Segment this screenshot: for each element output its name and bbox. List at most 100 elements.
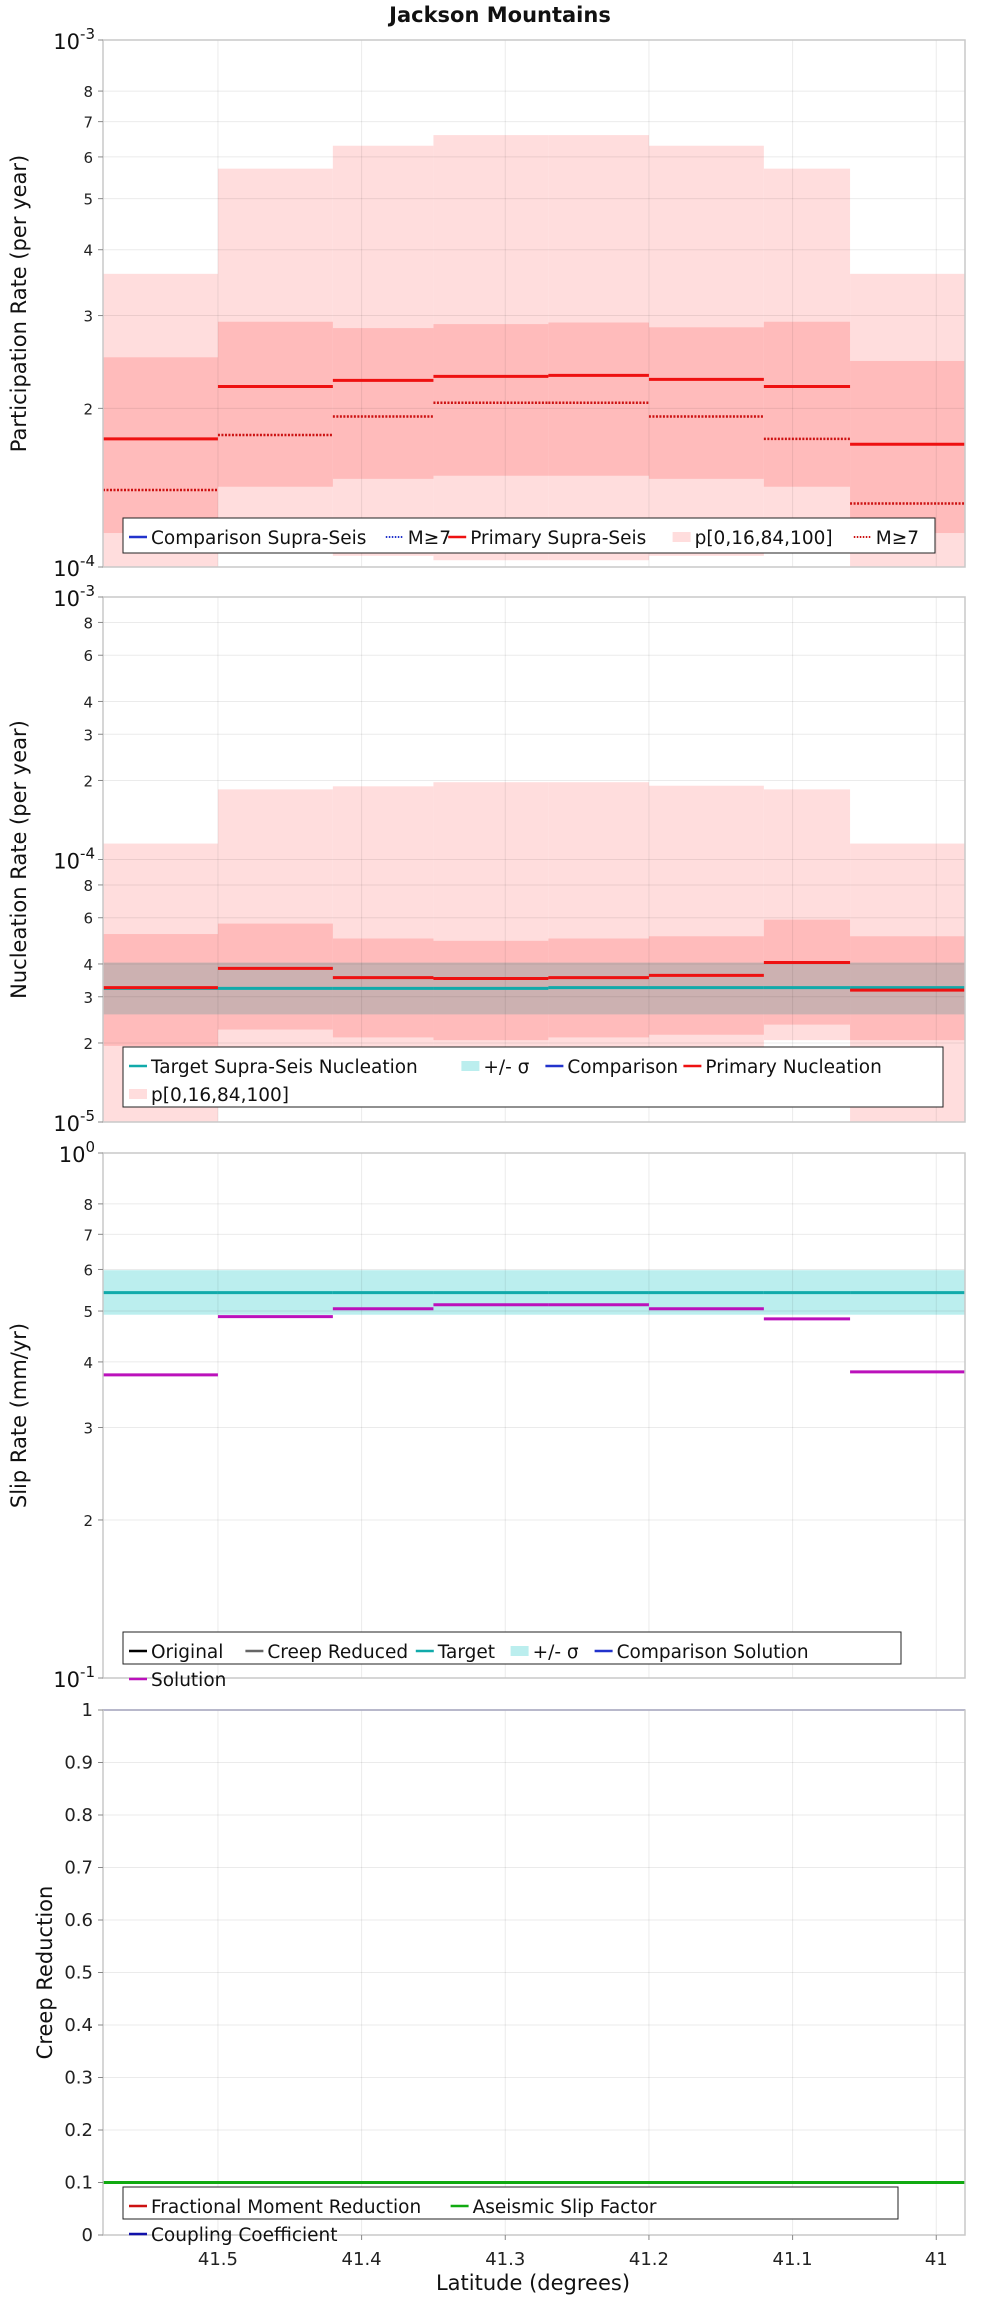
legend-item: M≥7 bbox=[853, 528, 919, 549]
band-inner-bar bbox=[648, 327, 764, 479]
series-m-7 bbox=[103, 401, 965, 505]
y-tick-label: 2 bbox=[83, 1035, 93, 1053]
band-inner-bar bbox=[217, 321, 333, 487]
y-tick-label: 100 bbox=[59, 1138, 95, 1167]
y-tick-label: 8 bbox=[83, 877, 93, 895]
y-axis-label: Participation Rate (per year) bbox=[7, 155, 31, 452]
band-inner-bar bbox=[332, 328, 434, 479]
y-tick-label: 7 bbox=[83, 1226, 93, 1244]
y-tick-label: 0.7 bbox=[64, 1858, 93, 1879]
legend-item: Solution bbox=[129, 1670, 226, 1691]
y-tick-label: 1 bbox=[82, 1700, 93, 1721]
y-tick-label: 10-5 bbox=[53, 1107, 95, 1136]
legend-label: Original bbox=[151, 1642, 223, 1663]
legend-item: Target bbox=[415, 1642, 495, 1663]
y-tick-label: 8 bbox=[83, 83, 93, 101]
y-tick-label: 4 bbox=[83, 956, 93, 974]
series-primary-nucleation bbox=[103, 961, 965, 992]
y-tick-label: 10-1 bbox=[53, 1663, 95, 1692]
legend-item: Comparison bbox=[545, 1057, 678, 1078]
x-tick-label: 41.5 bbox=[198, 2249, 238, 2270]
band-inner-bar bbox=[103, 357, 218, 534]
y-tick-label: 6 bbox=[83, 1261, 93, 1279]
y-tick-label: 0.9 bbox=[64, 1753, 93, 1774]
y-tick-label: 4 bbox=[83, 242, 93, 260]
legend-box bbox=[122, 517, 936, 554]
y-tick-label: 10-4 bbox=[53, 552, 95, 581]
y-axis-label: Slip Rate (mm/yr) bbox=[7, 1323, 31, 1508]
legend-label: Comparison Supra-Seis bbox=[151, 528, 366, 549]
legend-swatch bbox=[672, 532, 691, 542]
series-solution bbox=[103, 1303, 965, 1377]
y-tick-label: 4 bbox=[83, 1354, 93, 1372]
y-tick-label: 0.8 bbox=[64, 1805, 93, 1826]
band-inner-bar bbox=[850, 360, 965, 534]
y-tick-label: 10-3 bbox=[53, 25, 95, 54]
legend-box bbox=[122, 1046, 944, 1108]
legend-label: M≥7 bbox=[408, 528, 451, 549]
y-tick-label: 0.2 bbox=[64, 2120, 93, 2141]
legend-item: +/- σ bbox=[510, 1642, 579, 1663]
legend-item: Original bbox=[129, 1642, 223, 1663]
legend-item: Creep Reduced bbox=[245, 1642, 408, 1663]
legend-label: Coupling Coefficient bbox=[151, 2225, 338, 2246]
y-tick-label: 0.5 bbox=[64, 1963, 93, 1984]
legend: Comparison Supra-Seis M≥7 Primary Supra-Se… bbox=[122, 517, 936, 554]
legend-label: Target Supra-Seis Nucleation bbox=[150, 1057, 418, 1078]
panel-slip: 100 8 7 6 5 4 3 2 10-1 Slip Rate (mm/yr) Original C… bbox=[7, 1138, 966, 1692]
legend-item: Fractional Moment Reduction bbox=[129, 2197, 421, 2218]
y-tick-label: 0.6 bbox=[64, 1910, 93, 1931]
band-inner-bar bbox=[548, 322, 649, 476]
legend-swatch bbox=[461, 1061, 480, 1071]
legend-item: +/- σ bbox=[461, 1057, 530, 1078]
y-tick-label: 4 bbox=[83, 693, 93, 711]
legend-label: p[0,16,84,100] bbox=[151, 1085, 289, 1106]
legend: Original Creep Reduced Target +/- σ Comparis… bbox=[122, 1631, 902, 1691]
y-tick-label: 2 bbox=[83, 400, 93, 418]
legend-label: Comparison Solution bbox=[617, 1642, 809, 1663]
x-tick-label: 41.2 bbox=[629, 2249, 669, 2270]
legend-item: Comparison Solution bbox=[594, 1642, 809, 1663]
band-inner-bar bbox=[763, 321, 851, 487]
y-tick-label: 6 bbox=[83, 149, 93, 167]
band-inner-bar bbox=[433, 324, 549, 476]
legend-label: Creep Reduced bbox=[267, 1642, 408, 1663]
legend-label: +/- σ bbox=[483, 1057, 529, 1078]
legend-label: p[0,16,84,100] bbox=[695, 528, 833, 549]
x-tick-label: 41.4 bbox=[342, 2249, 382, 2270]
legend-item: Primary Nucleation bbox=[683, 1057, 882, 1078]
legend-item: Coupling Coefficient bbox=[129, 2225, 338, 2246]
y-tick-label: 10-4 bbox=[53, 845, 95, 874]
legend-item: M≥7 bbox=[385, 528, 451, 549]
y-tick-label: 2 bbox=[83, 772, 93, 790]
y-axis-label: Creep Reduction bbox=[33, 1886, 57, 2060]
panel-nucleation: 10-3 8 6 4 3 2 10-4 8 6 4 3 2 10-5 Nucleation Rate (p… bbox=[7, 582, 966, 1136]
x-tick-label: 41.3 bbox=[485, 2249, 525, 2270]
y-tick-label: 7 bbox=[83, 114, 93, 132]
y-tick-label: 0.1 bbox=[64, 2173, 93, 2194]
y-tick-label: 3 bbox=[83, 1420, 93, 1438]
panel-creep: 1 0.9 0.8 0.7 0.6 0.5 0.4 0.3 0.2 0.1 0 Creep Reduc… bbox=[33, 1700, 966, 2246]
y-tick-label: 5 bbox=[83, 1303, 93, 1321]
legend-box bbox=[122, 2186, 899, 2220]
legend-label: Comparison bbox=[567, 1057, 678, 1078]
legend-label: Primary Nucleation bbox=[705, 1057, 881, 1078]
legend-label: Target bbox=[437, 1642, 495, 1663]
y-tick-label: 0 bbox=[82, 2225, 93, 2246]
legend-item: Primary Supra-Seis bbox=[448, 528, 646, 549]
legend-item: Comparison Supra-Seis bbox=[129, 528, 366, 549]
plot-area bbox=[103, 1710, 965, 2235]
series-primary-supra-seis bbox=[103, 373, 965, 446]
figure-title: Jackson Mountains bbox=[387, 3, 611, 27]
y-tick-label: 8 bbox=[83, 1196, 93, 1214]
legend-item: p[0,16,84,100] bbox=[672, 528, 833, 549]
y-tick-label: 6 bbox=[83, 910, 93, 928]
legend-label: Aseismic Slip Factor bbox=[473, 2197, 657, 2218]
plot-area bbox=[103, 1153, 965, 1678]
legend-swatch bbox=[510, 1646, 529, 1656]
legend-swatch bbox=[129, 1089, 147, 1099]
series-target-supra-seis-nucleation bbox=[103, 986, 965, 990]
y-tick-label: 10-3 bbox=[53, 582, 95, 611]
legend-label: M≥7 bbox=[876, 528, 919, 549]
legend-label: +/- σ bbox=[533, 1642, 579, 1663]
